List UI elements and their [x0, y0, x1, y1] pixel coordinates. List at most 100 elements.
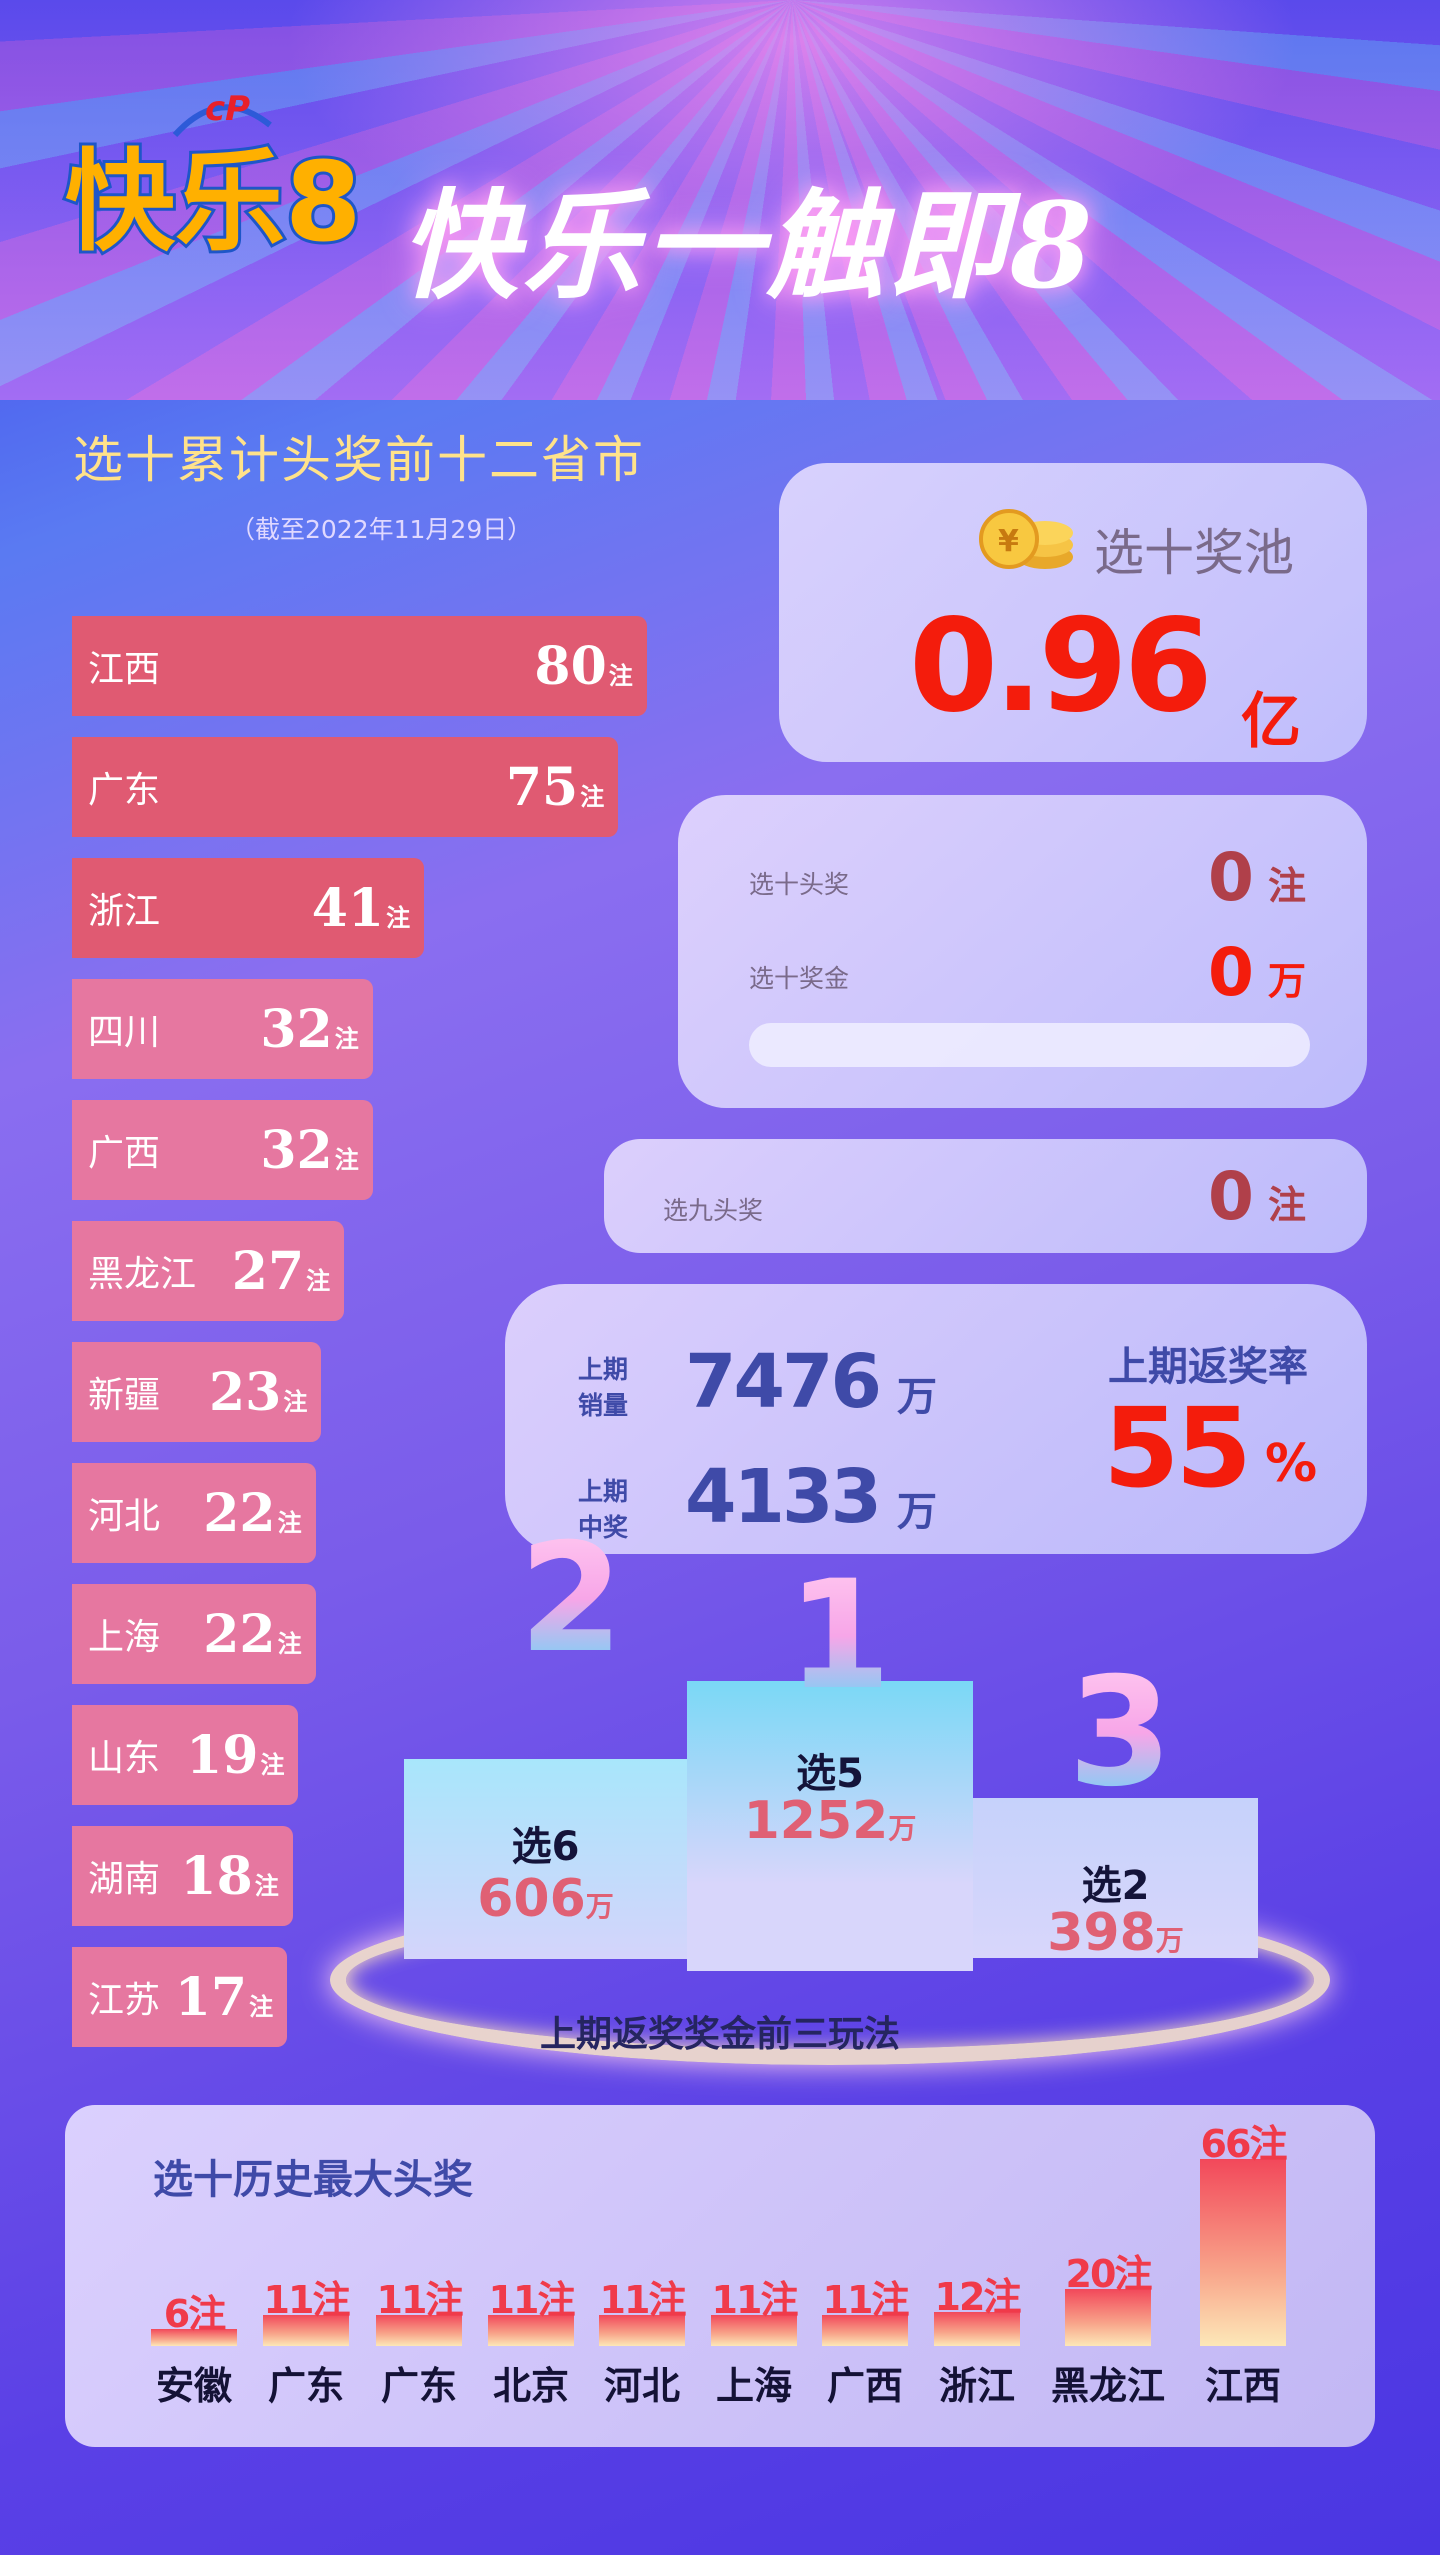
province-unit: 注	[334, 1145, 359, 1174]
provinces-title: 选十累计头奖前十二省市	[73, 431, 645, 489]
chart-bar	[263, 2314, 349, 2346]
chart-value: 11	[488, 2277, 540, 2322]
chart-category-label: 安徽	[155, 2364, 232, 2408]
province-name: 广东	[88, 770, 161, 811]
chart-unit: 注	[312, 2277, 350, 2322]
province-count: 80注	[534, 636, 632, 697]
province-name: 新疆	[88, 1375, 161, 1416]
chart-value: 11	[822, 2277, 874, 2322]
province-count: 27注	[232, 1241, 330, 1302]
province-value: 27	[231, 1240, 305, 1302]
chart-data-label: 20注	[1038, 2243, 1178, 2298]
pool-value: 0.96	[909, 592, 1213, 741]
rank-number: 1	[787, 1549, 892, 1723]
province-value: 18	[180, 1845, 253, 1907]
chart-unit: 注	[188, 2292, 226, 2337]
svg-text:¥: ¥	[998, 524, 1019, 559]
chart-data-label: 11注	[349, 2269, 489, 2324]
coin-stack-icon: ¥	[979, 509, 1073, 569]
province-name: 河北	[88, 1496, 161, 1537]
sales-value: 7476	[685, 1339, 882, 1425]
chart-unit: 注	[425, 2277, 463, 2322]
chart-unit: 注	[871, 2277, 909, 2322]
province-count: 17注	[175, 1967, 273, 2028]
chart-unit: 注	[1249, 2122, 1287, 2167]
province-unit: 注	[260, 1750, 285, 1779]
pool-card: ¥ 选十奖池 0.96 亿	[779, 463, 1367, 762]
province-bar: 新疆 23注	[72, 1342, 322, 1442]
game-value-number: 606	[477, 1869, 586, 1929]
province-bar: 河北 22注	[72, 1463, 316, 1563]
sales-label-line2: 销量	[578, 1391, 629, 1420]
chart-unit: 注	[983, 2275, 1021, 2320]
chart-value: 11	[599, 2277, 651, 2322]
province-value: 75	[505, 756, 579, 818]
province-count: 22注	[203, 1604, 301, 1665]
slogan-text: 快乐一触即8	[400, 176, 1097, 315]
province-name: 广西	[88, 1133, 161, 1174]
province-value: 32	[260, 1119, 333, 1181]
game-name: 选6	[511, 1824, 580, 1870]
province-unit: 注	[580, 782, 605, 811]
province-value: 22	[203, 1482, 276, 1544]
province-bar: 浙江 41注	[72, 858, 425, 958]
province-count: 75注	[506, 757, 604, 818]
chart-bar	[822, 2314, 908, 2346]
province-unit: 注	[306, 1266, 331, 1295]
province-bar: 江西 80注	[72, 616, 647, 716]
province-count: 18注	[180, 1846, 278, 1907]
province-name: 浙江	[88, 891, 161, 932]
province-value: 23	[208, 1361, 282, 1423]
rate-label: 上期返奖率	[1108, 1344, 1308, 1390]
province-count: 22注	[203, 1483, 301, 1544]
game-value: 1252万	[687, 1791, 973, 1851]
province-count: 23注	[209, 1362, 307, 1423]
pool-unit: 亿	[1241, 687, 1301, 757]
top10-unit: 注	[1268, 864, 1307, 908]
province-bar: 上海 22注	[72, 1584, 316, 1684]
province-value: 19	[186, 1724, 259, 1786]
svg-text:cP: cP	[205, 89, 250, 129]
province-unit: 注	[608, 661, 633, 690]
province-name: 黑龙江	[88, 1254, 197, 1295]
chart-value: 20	[1065, 2252, 1117, 2297]
kuaile8-logo: cP 快乐8	[62, 89, 365, 265]
province-name: 江西	[88, 649, 161, 690]
header-banner: cP 快乐8 快乐一触即8	[0, 0, 1440, 400]
chart-data-label: 11注	[236, 2269, 376, 2324]
province-name: 山东	[88, 1738, 161, 1779]
chart-data-label: 66注	[1173, 2113, 1313, 2168]
bonus10-value: 0	[1208, 934, 1254, 1011]
chart-bar	[1065, 2289, 1151, 2346]
province-unit: 注	[386, 903, 411, 932]
podium-step-2: 2 选6 606万	[404, 1524, 687, 1959]
chart-value: 12	[934, 2275, 986, 2320]
province-bar: 广西 32注	[72, 1100, 373, 1200]
province-count: 19注	[186, 1725, 284, 1786]
chart-category-label: 北京	[492, 2364, 569, 2408]
bonus10-unit: 万	[1268, 959, 1307, 1003]
pool-label: 选十奖池	[1094, 524, 1294, 582]
chart-category-label: 上海	[715, 2364, 792, 2408]
chart-category-label: 江西	[1204, 2364, 1281, 2408]
provinces-subtitle: （截至2022年11月29日）	[230, 515, 533, 544]
chart-category-label: 河北	[603, 2364, 680, 2408]
chart-category-label: 黑龙江	[1050, 2364, 1165, 2408]
history-chart-panel: 选十历史最大头奖	[65, 2105, 1375, 2447]
province-count: 32注	[260, 999, 358, 1060]
top9-card: 选九头奖 0 注	[604, 1139, 1367, 1253]
game-name: 选2	[1081, 1863, 1150, 1909]
win-label: 上期中奖	[578, 1474, 628, 1546]
game-name: 选5	[796, 1751, 864, 1797]
province-unit: 注	[283, 1387, 308, 1416]
province-value: 17	[174, 1966, 248, 2028]
province-name: 湖南	[88, 1859, 161, 1900]
chart-data-label: 11注	[572, 2269, 712, 2324]
chart-title: 选十历史最大头奖	[153, 2157, 473, 2203]
chart-bar	[376, 2314, 462, 2346]
top9-value: 0	[1208, 1158, 1254, 1235]
province-value: 32	[260, 998, 333, 1060]
rate-value: 55	[1103, 1384, 1252, 1512]
chart-bar	[1200, 2159, 1286, 2346]
